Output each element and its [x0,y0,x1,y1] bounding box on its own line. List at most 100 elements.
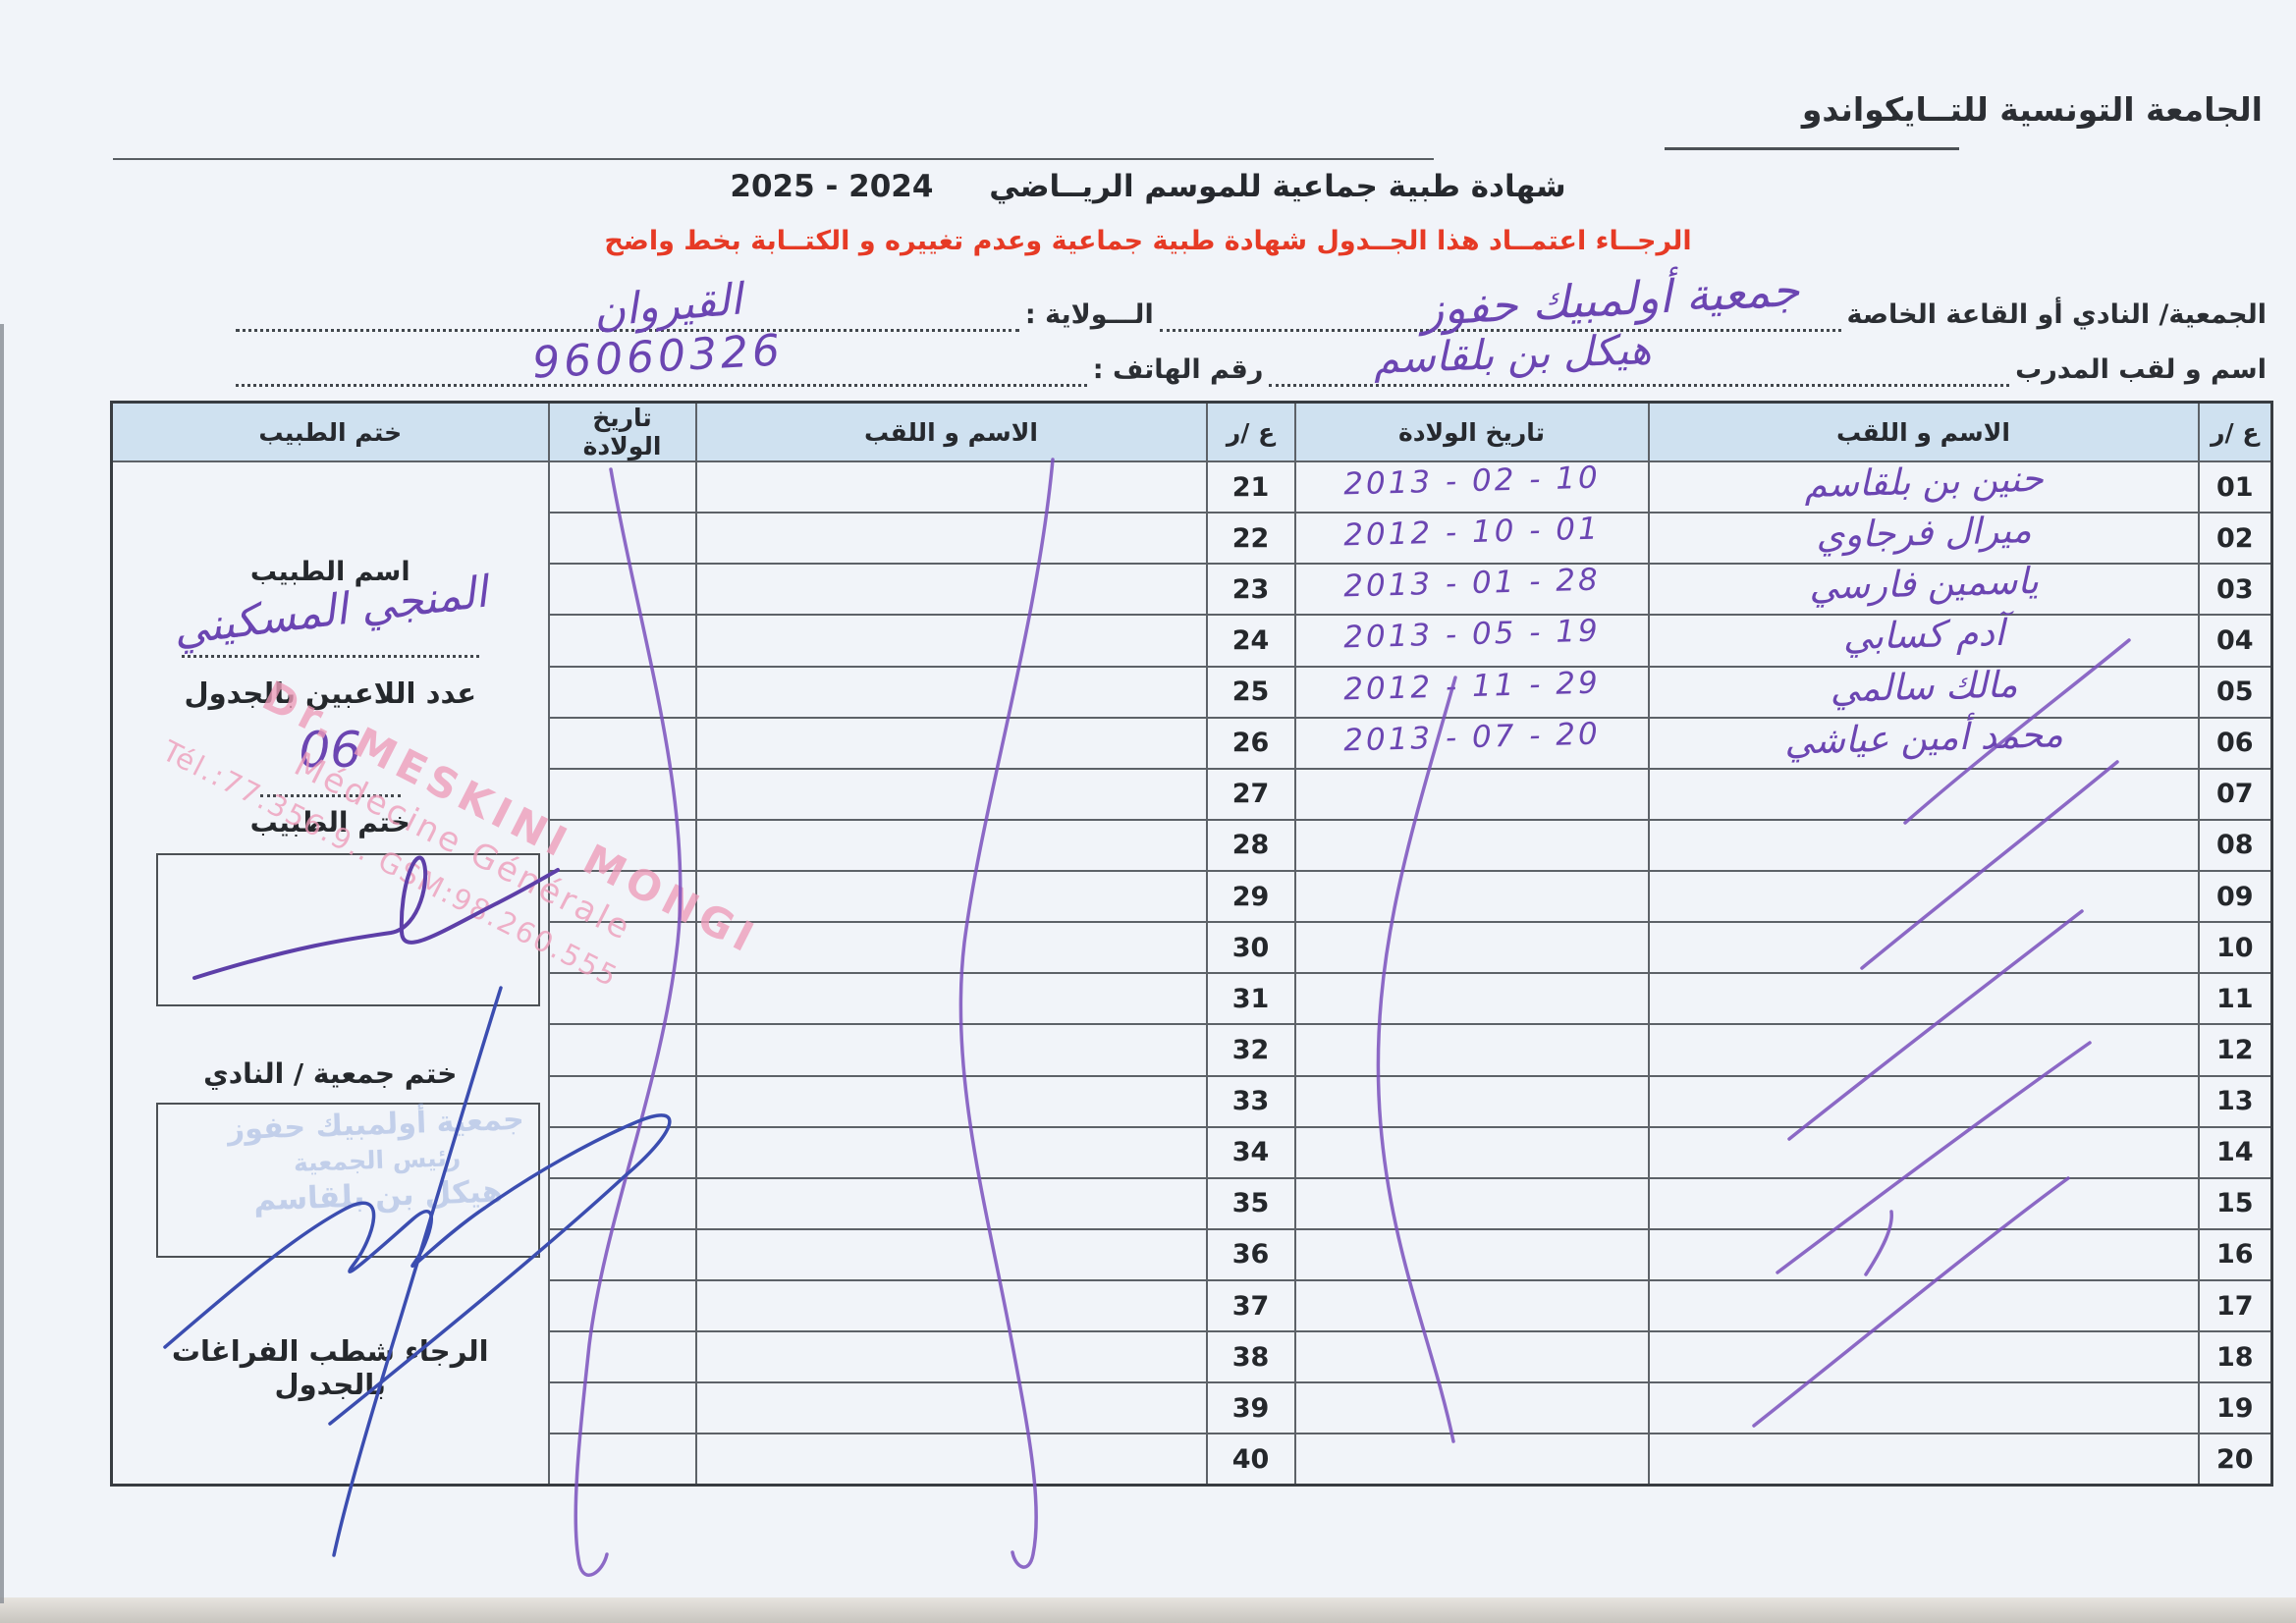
dob-cell-left [547,563,697,617]
row-number-left: 30 [1205,921,1296,975]
row-number-right: 20 [2197,1433,2273,1487]
name-cell-right [1647,818,2200,873]
row-number-left: 34 [1205,1125,1296,1179]
name-cell-left [694,1023,1208,1077]
dob-cell-right [1293,972,1650,1026]
red-notice: الرجــاء اعتمــاد هذا الجــدول شهادة طبي… [604,226,1692,256]
name-cell-right [1647,1278,2200,1333]
name-cell-left [694,1176,1208,1230]
name-cell-right [1647,1330,2200,1384]
row-number-left: 37 [1205,1278,1296,1333]
document-title: شهادة طبية جماعية للموسم الريــاضي 2024 … [0,169,2296,204]
header-name-right: الاسم و اللقب [1647,401,2200,462]
players-count-label: عدد اللاعبين بالجدول [184,676,477,710]
row-number-left: 26 [1205,716,1296,770]
row-number-right: 14 [2197,1125,2273,1179]
row-number-left: 24 [1205,614,1296,668]
dob-cell-right [1293,767,1650,821]
name-cell-left [694,665,1208,719]
dob-cell-right [1293,1381,1650,1435]
name-cell-left [694,1227,1208,1282]
name-cell-right [1647,1227,2200,1282]
name-cell-left [694,972,1208,1026]
row-number-left: 25 [1205,665,1296,719]
row-number-left: 31 [1205,972,1296,1026]
name-cell-left [694,716,1208,770]
state-dotted-line [236,296,1019,332]
name-cell-right [1647,1433,2200,1487]
row-number-right: 07 [2197,767,2273,821]
row-number-left: 33 [1205,1074,1296,1128]
doctor-stamp-label: ختم الطبيب [249,806,410,839]
dob-cell-left [547,1227,697,1282]
dob-cell-left [547,614,697,668]
header-name-left: الاسم و اللقب [694,401,1208,462]
row-number-right: 19 [2197,1381,2273,1435]
name-cell-right [1647,972,2200,1026]
dob-cell-right [1293,1125,1650,1179]
field-row-club-state: الجمعية/ النادي أو القاعة الخاصة الـــول… [236,283,2272,332]
row-number-left: 32 [1205,1023,1296,1077]
row-number-left: 40 [1205,1433,1296,1487]
dob-cell-left [547,716,697,770]
table-row: 14 34 [112,1125,2273,1179]
header-dob-left: تاريخ الولادة [547,401,697,462]
dob-cell-right: 2013 - 01 - 28 [1293,563,1650,617]
page-top-rule [113,158,1434,160]
dob-cell-right: 2012 - 10 - 01 [1293,512,1650,566]
dob-cell-left [547,1125,697,1179]
dob-cell-left [547,665,697,719]
name-cell-left [694,1381,1208,1435]
dob-cell-left [547,1074,697,1128]
name-cell-right: ميرال فرجاوي [1647,509,2200,566]
name-cell-left [694,1125,1208,1179]
players-count-dotted-line [260,794,401,797]
name-cell-right: محمد أمين عياشي [1647,712,2200,770]
footer-note: الرجاء شطب الفراغات بالجدول [171,1334,489,1401]
dob-cell-right: 2013 - 07 - 20 [1293,716,1650,770]
doctor-name-dotted-line [182,655,479,658]
dob-cell-right [1293,1023,1650,1077]
doctor-stamp-cell: اسم الطبيب المنجي المسكيني عدد اللاعبين … [110,460,550,1487]
name-cell-right [1647,1023,2200,1077]
name-cell-left [694,1330,1208,1384]
header-num-left: ع /ر [1205,401,1296,462]
row-number-left: 28 [1205,818,1296,873]
row-number-right: 03 [2197,563,2273,617]
doctor-stamp-column: اسم الطبيب المنجي المسكيني عدد اللاعبين … [113,462,548,1484]
name-cell-left [694,818,1208,873]
row-number-right: 05 [2197,665,2273,719]
row-number-right: 15 [2197,1176,2273,1230]
table-header-row: ع /ر الاسم و اللقب تاريخ الولادة ع /ر ال… [110,401,2273,462]
dob-cell-right [1293,1227,1650,1282]
name-cell-left [694,512,1208,566]
name-cell-right [1647,921,2200,975]
dob-cell-right [1293,921,1650,975]
row-number-left: 27 [1205,767,1296,821]
row-number-right: 16 [2197,1227,2273,1282]
doctor-name-label: اسم الطبيب [249,557,410,587]
dob-cell-left [547,1330,697,1384]
dob-cell-right [1293,1176,1650,1230]
row-number-right: 18 [2197,1330,2273,1384]
row-number-right: 10 [2197,921,2273,975]
row-number-right: 17 [2197,1278,2273,1333]
row-number-right: 11 [2197,972,2273,1026]
field-row-coach-phone: اسم و لقب المدرب رقم الهاتف : [236,338,2272,387]
table-row: 20 40 [112,1433,2273,1487]
header-num-right: ع /ر [2197,401,2273,462]
dob-cell-left [547,1433,697,1487]
name-cell-left [694,1433,1208,1487]
club-stamp-label: ختم جمعية / النادي [203,1057,458,1090]
name-cell-left [694,1278,1208,1333]
dob-cell-right: 2013 - 05 - 19 [1293,614,1650,668]
dob-cell-right [1293,1074,1650,1128]
row-number-left: 21 [1205,460,1296,514]
name-cell-left [694,869,1208,924]
name-cell-left [694,1074,1208,1128]
scan-left-edge [0,324,4,1603]
name-cell-right [1647,1125,2200,1179]
name-cell-left [694,767,1208,821]
row-number-left: 29 [1205,869,1296,924]
row-number-left: 38 [1205,1330,1296,1384]
